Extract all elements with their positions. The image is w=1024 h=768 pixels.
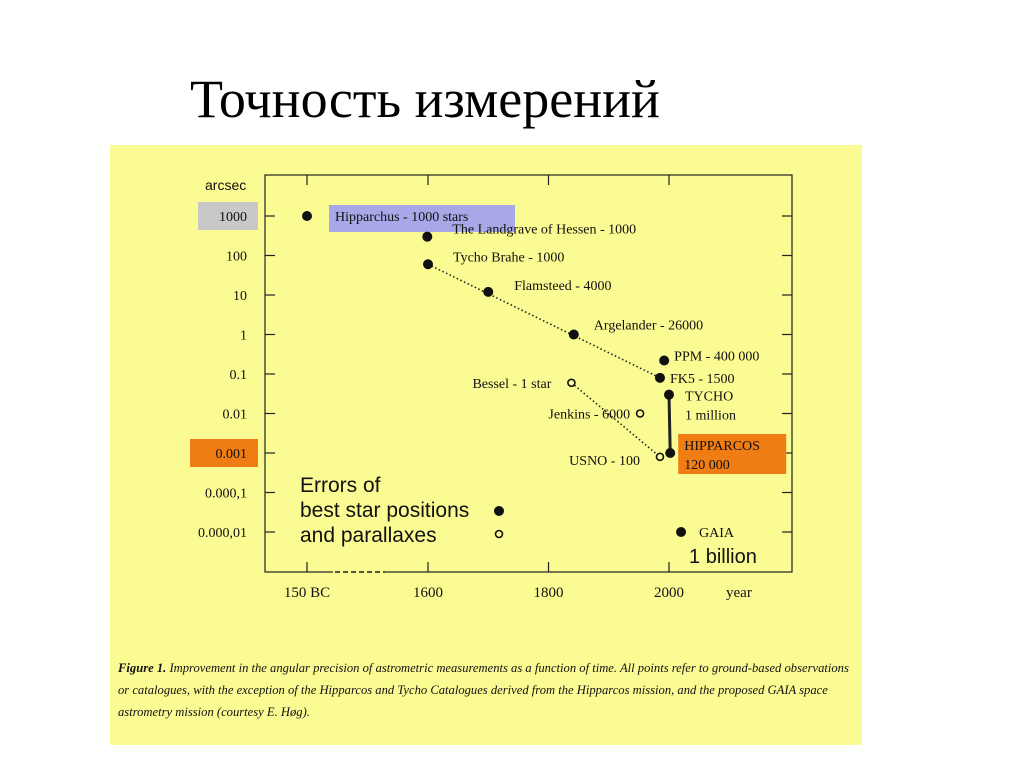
point-label: The Landgrave of Hessen - 1000: [452, 223, 636, 238]
data-point: [654, 372, 665, 383]
y-tick-label: 0.01: [223, 408, 248, 423]
y-tick-label: 0.001: [216, 447, 248, 462]
figure-label: Figure 1.: [118, 661, 167, 675]
legend-marker-filled: [494, 506, 504, 516]
x-tick-label: 1600: [413, 585, 443, 601]
y-tick-label: 100: [226, 250, 247, 265]
x-tick-label: 1800: [534, 585, 564, 601]
point-label-secondary: 1 billion: [689, 546, 757, 568]
point-label: Jenkins - 6000: [548, 408, 630, 423]
point-label: FK5 - 1500: [670, 372, 735, 387]
point-label: GAIA: [699, 526, 735, 541]
point-label-highlight: [678, 434, 787, 474]
point-label: HIPPARCOS: [684, 439, 760, 454]
y-tick-label: 1: [240, 329, 247, 344]
slide-title: Точность измерений: [190, 69, 660, 129]
y-tick-label: 1000: [219, 210, 247, 225]
trend-line: [427, 263, 661, 379]
x-tick-label: 2000: [654, 585, 684, 601]
x-axis-label: year: [726, 585, 752, 601]
figure-caption: Figure 1. Improvement in the angular pre…: [118, 657, 856, 723]
chart-ticks: 1000 100 10 1 0.1 0.01 0.001 0.000,1 0.000,01 150…: [190, 175, 792, 601]
data-point: [676, 527, 687, 537]
legend-line: best star positions: [300, 499, 469, 522]
data-point: [483, 286, 494, 297]
y-tick-label: 0.1: [230, 368, 248, 383]
y-axis-label: arcsec: [205, 177, 246, 193]
point-label: Flamsteed - 4000: [514, 279, 611, 294]
legend-line: and parallaxes: [300, 524, 437, 547]
data-point-open: [635, 409, 645, 418]
point-label-highlight: [329, 205, 515, 232]
point-label-secondary: 1 million: [685, 409, 736, 424]
data-point-open: [655, 452, 665, 462]
point-label: Hipparchus - 1000 stars: [335, 210, 468, 225]
point-label: USNO - 100: [569, 454, 640, 469]
data-point: [568, 329, 579, 340]
y-tick-label: 0.000,1: [205, 487, 247, 502]
point-label: PPM - 400 000: [674, 349, 759, 364]
legend-line: Errors of: [300, 474, 381, 497]
data-point: [665, 448, 676, 458]
caption-text: Improvement in the angular precision of …: [118, 661, 849, 719]
data-point: [302, 211, 312, 221]
chart-trend-lines: [427, 263, 672, 458]
data-point-open: [567, 378, 576, 388]
point-label: Argelander - 26000: [594, 319, 703, 334]
point-label: Bessel - 1 star: [472, 377, 551, 392]
point-label: TYCHO: [685, 390, 733, 405]
y-tick-label: 0.000,01: [198, 526, 247, 541]
y-tick-highlight: [198, 202, 258, 230]
trend-line: [667, 394, 672, 454]
y-tick-label: 10: [233, 289, 247, 304]
y-tick-highlight: [190, 439, 258, 467]
data-point: [423, 259, 433, 270]
legend-marker-open: [494, 529, 504, 539]
point-label-secondary: 120 000: [684, 458, 730, 473]
data-point: [659, 355, 670, 366]
data-point: [422, 231, 433, 242]
point-label: Tycho Brahe - 1000: [453, 250, 564, 265]
data-point: [664, 389, 674, 400]
x-tick-label: 150 BC: [284, 585, 330, 601]
trend-line: [570, 382, 661, 458]
